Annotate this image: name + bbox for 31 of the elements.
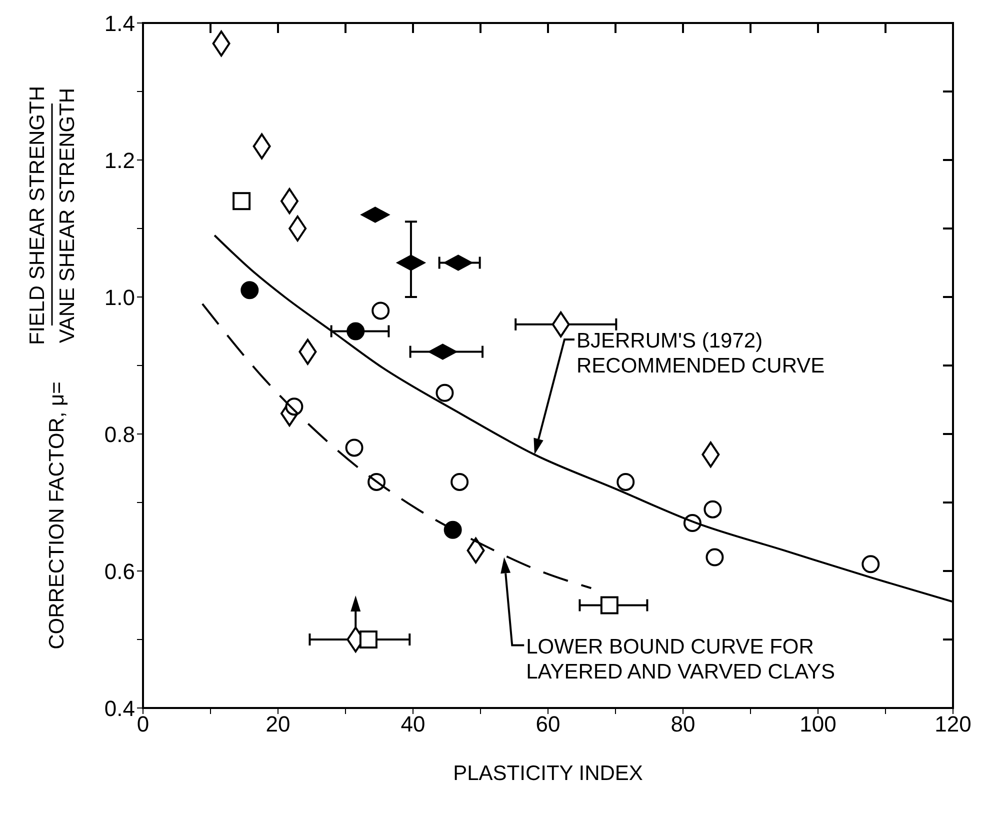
x-tick-label: 20: [266, 712, 290, 737]
annotation: BJERRUM'S (1972) RECOMMENDED CURVE: [576, 330, 825, 378]
x-tick-label: 40: [400, 712, 426, 737]
point: [346, 322, 365, 340]
point: [345, 438, 364, 457]
point: [450, 472, 469, 491]
y-tick-label: 1.0: [104, 284, 135, 310]
x-tick-label: 0: [136, 712, 150, 737]
point: [706, 548, 724, 566]
y-tick-label: 1.4: [104, 10, 135, 36]
text: CORRECTION FACTOR, μ= FIELD SHEAR STRENGTH VANE SHEAR STRENGTH: [26, 86, 79, 650]
y-tick-label: 1.2: [104, 148, 135, 173]
x-tick-label: 60: [536, 712, 560, 737]
x-axis-title: PLASTICITY INDEX: [453, 762, 643, 785]
annotation: LOWER BOUND CURVE FOR LAYERED AND VARVED CLAYS: [526, 635, 836, 684]
point: [616, 472, 635, 491]
point: [288, 216, 307, 242]
x-tick-label: 100: [800, 712, 836, 737]
point: [436, 384, 454, 402]
y-tick-label: 0.8: [104, 422, 135, 447]
point: [359, 630, 378, 648]
point: [600, 596, 618, 614]
point: [232, 192, 251, 210]
point: [862, 555, 880, 574]
x-tick-label: 80: [670, 712, 696, 737]
x-tick-label: 120: [934, 712, 972, 737]
point: [704, 500, 722, 518]
y-tick-label: 0.4: [104, 696, 135, 721]
point: [240, 281, 259, 300]
y-tick-label: 0.6: [104, 558, 135, 584]
point: [372, 302, 390, 320]
